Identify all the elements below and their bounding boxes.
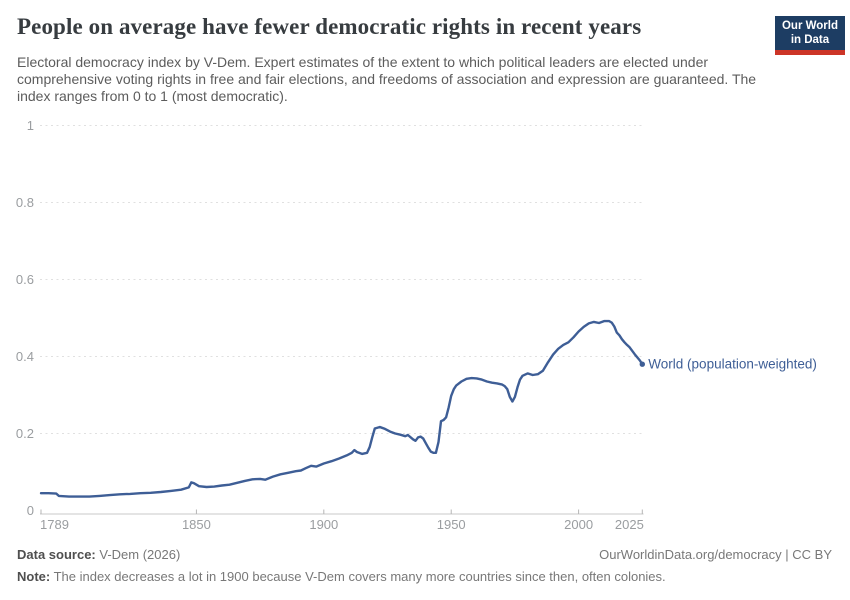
note-label: Note:: [17, 569, 51, 584]
x-axis-tick-label: 2025: [615, 517, 644, 532]
data-source-value: V-Dem (2026): [95, 547, 181, 562]
y-axis-tick-label: 0: [27, 503, 34, 518]
x-axis-tick-label: 1850: [182, 517, 211, 532]
series-endpoint-dot: [639, 361, 645, 367]
series-label-world[interactable]: World (population-weighted): [648, 357, 817, 372]
data-source-label: Data source:: [17, 547, 96, 562]
y-axis-tick-label: 1: [27, 118, 34, 133]
owid-logo[interactable]: Our World in Data: [774, 16, 845, 55]
owid-license-link[interactable]: OurWorldinData.org/democracy | CC BY: [599, 547, 832, 562]
chart-subtitle: Electoral democracy index by V-Dem. Expe…: [17, 54, 757, 104]
owid-logo-line1: Our World: [781, 20, 838, 32]
chart-footer: Data source: V-Dem (2026) OurWorldinData…: [17, 547, 832, 584]
note-value: The index decreases a lot in 1900 becaus…: [50, 569, 666, 584]
note-text: Note: The index decreases a lot in 1900 …: [17, 569, 666, 584]
owid-logo-line2: in Data: [790, 33, 830, 46]
y-axis-tick-label: 0.8: [16, 195, 34, 210]
page-title: People on average have fewer democratic …: [17, 14, 642, 39]
y-axis-tick-label: 0.2: [16, 426, 34, 441]
x-axis-tick-label: 2000: [564, 517, 593, 532]
series-line-world[interactable]: [39, 319, 644, 498]
y-axis-tick-label: 0.6: [16, 272, 34, 287]
x-axis-tick-label: 1789: [40, 517, 69, 532]
x-axis-tick-label: 1950: [437, 517, 466, 532]
x-axis-tick-label: 1900: [309, 517, 338, 532]
y-axis-tick-label: 0.4: [16, 349, 34, 364]
data-source-text: Data source: V-Dem (2026): [17, 547, 180, 562]
